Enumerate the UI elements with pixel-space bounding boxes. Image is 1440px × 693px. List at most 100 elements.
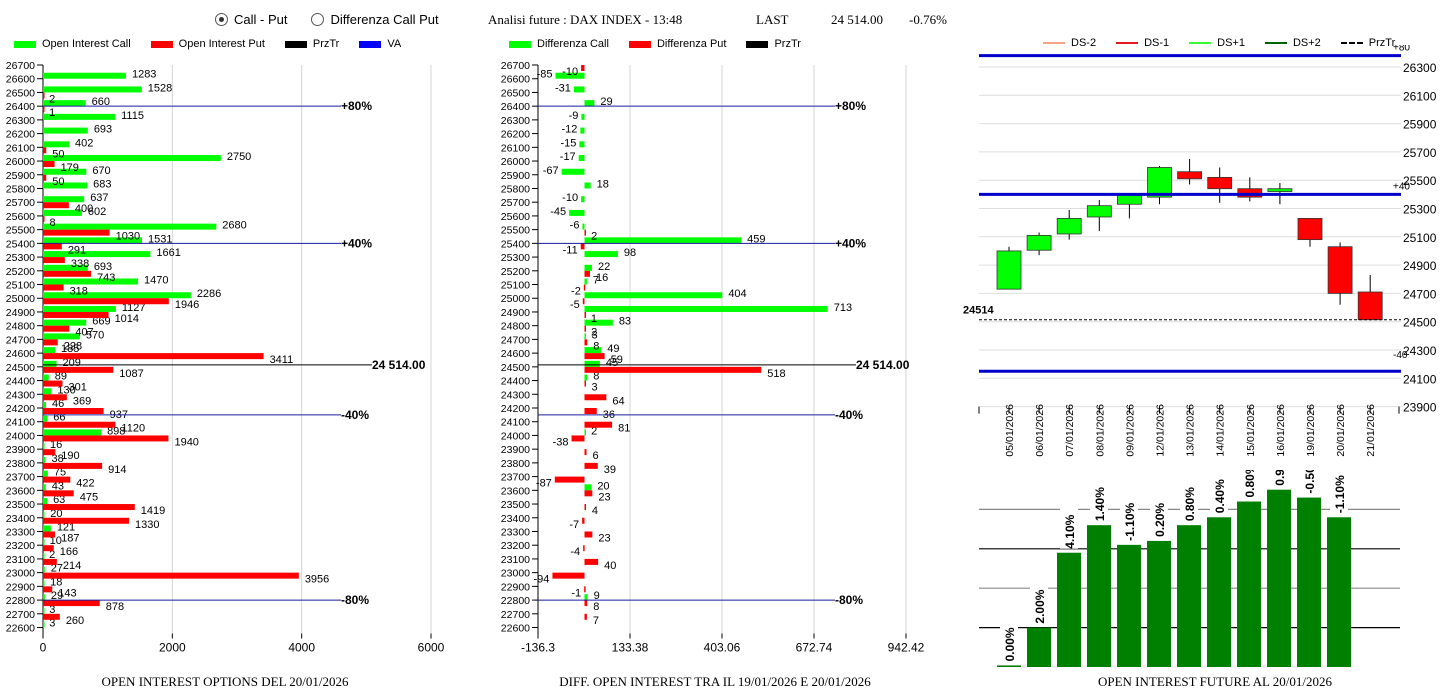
y-tick-label: 26200 — [501, 129, 530, 141]
call-bar — [43, 525, 51, 532]
y-tick-label: 25900 — [1403, 118, 1437, 132]
legend-item-prztr: PrzTr — [284, 38, 339, 50]
put-bar — [43, 270, 92, 277]
put-bar — [584, 270, 590, 277]
call-value-label: 1661 — [156, 247, 180, 259]
va-label: +80% — [341, 99, 372, 113]
label-bg — [1000, 603, 1018, 662]
last-value: 24 514.00 — [831, 12, 883, 27]
put-value-label: 8 — [50, 217, 56, 229]
radio-differenza-call-put[interactable]: Differenza Call Put — [311, 12, 439, 27]
y-tick-label: 25200 — [501, 266, 530, 278]
call-value-label: 7 — [593, 275, 599, 287]
call-bar — [43, 566, 45, 573]
put-value-label: 39 — [604, 464, 616, 476]
call-value-label: 130 — [57, 384, 75, 396]
candle-down — [1357, 291, 1383, 321]
x-tick-label: 05/01/2026 — [1004, 404, 1016, 457]
put-bar — [583, 284, 586, 291]
x-tick-label: 07/01/2026 — [1064, 404, 1076, 457]
call-bar — [43, 251, 151, 258]
future-oi-bar — [1327, 517, 1351, 667]
label-bg — [1210, 470, 1228, 514]
put-bar — [43, 545, 54, 552]
y-tick-label: 22800 — [501, 595, 530, 607]
call-value-label: -9 — [569, 110, 579, 122]
call-value-label: 1470 — [144, 275, 168, 287]
call-bar — [43, 305, 116, 312]
call-bar — [584, 594, 588, 601]
y-tick-label: 26200 — [6, 129, 35, 141]
y-tick-label: 25300 — [501, 252, 530, 264]
call-bar — [584, 182, 591, 189]
call-bar — [569, 209, 585, 216]
put-bar — [43, 366, 114, 373]
call-value-label: 9 — [594, 590, 600, 602]
put-bar — [584, 490, 593, 497]
call-bar — [584, 278, 587, 285]
y-tick-label: 22800 — [6, 595, 35, 607]
future-oi-bar — [997, 665, 1021, 667]
put-bar — [584, 504, 586, 511]
call-value-label: 29 — [600, 96, 612, 108]
y-tick-label: 22600 — [6, 623, 35, 635]
legend-item-call: Open Interest Call — [14, 38, 131, 50]
future-oi-bar — [1117, 544, 1141, 667]
y-tick-label: 23000 — [501, 568, 530, 580]
put-value-label: -7 — [569, 519, 579, 531]
put-bar — [584, 339, 588, 346]
y-tick-label: 24200 — [501, 403, 530, 415]
y-tick-label: 26500 — [6, 87, 35, 99]
call-value-label: 98 — [624, 247, 636, 259]
put-value-label: 260 — [66, 615, 84, 627]
y-tick-label: 23200 — [501, 540, 530, 552]
y-tick-label: 24800 — [501, 321, 530, 333]
y-tick-label: 24500 — [1403, 316, 1437, 330]
put-value-label: 23 — [598, 491, 610, 503]
call-value-label: 46 — [52, 398, 64, 410]
call-bar — [43, 607, 45, 614]
header-info: Analisi future : DAX INDEX - 13:48 LAST … — [488, 12, 947, 28]
label-bg — [1120, 482, 1138, 541]
call-value-label: 402 — [75, 137, 93, 149]
call-value-label: 670 — [92, 165, 110, 177]
call-bar — [573, 86, 585, 93]
y-tick-label: 24700 — [1403, 287, 1437, 301]
put-value-label: 400 — [75, 203, 93, 215]
put-value-label: 1940 — [174, 436, 198, 448]
call-bar — [43, 209, 82, 216]
y-tick-label: 23800 — [501, 458, 530, 470]
put-value-label: -4 — [570, 546, 580, 558]
radio-circle-icon — [311, 13, 325, 26]
y-tick-label: 25700 — [1403, 146, 1437, 160]
put-bar — [584, 311, 586, 318]
va-label: +40 — [1393, 181, 1410, 192]
put-bar — [43, 394, 67, 401]
call-value-label: 29 — [51, 590, 63, 602]
radio-call-put[interactable]: Call - Put — [215, 12, 287, 27]
future-oi-bar — [1237, 501, 1261, 667]
y-tick-label: 23800 — [6, 458, 35, 470]
y-tick-label: 26000 — [501, 156, 530, 168]
put-bar — [43, 586, 53, 593]
put-bar — [584, 613, 587, 620]
y-tick-label: 25400 — [6, 238, 35, 250]
put-bar — [43, 435, 169, 442]
y-tick-label: 26400 — [6, 101, 35, 113]
put-bar — [43, 147, 47, 154]
call-bar — [43, 127, 88, 134]
call-bar — [584, 429, 586, 436]
va-label: -40% — [341, 408, 369, 422]
x-tick-label: 133.38 — [612, 641, 649, 655]
put-bar — [584, 421, 613, 428]
y-tick-label: 24900 — [6, 307, 35, 319]
call-bar — [43, 72, 126, 79]
put-value-label: 1330 — [135, 519, 159, 531]
call-bar — [43, 484, 46, 491]
label-bg — [1060, 490, 1078, 549]
y-tick-label: 26000 — [6, 156, 35, 168]
put-value-label: 1030 — [116, 231, 140, 243]
change-percent: -0.76% — [909, 12, 947, 27]
put-bar — [584, 325, 586, 332]
call-bar — [584, 347, 602, 354]
